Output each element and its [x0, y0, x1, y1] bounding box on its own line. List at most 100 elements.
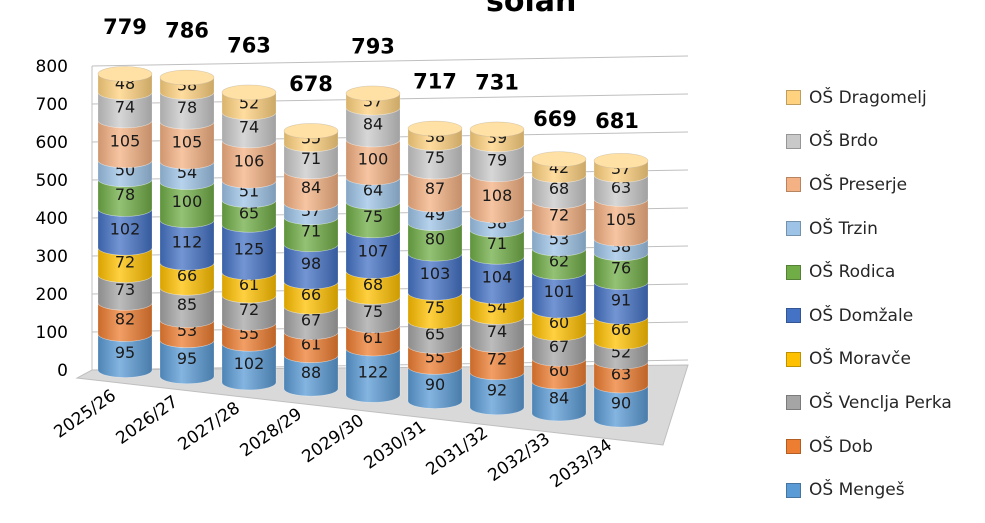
data-label: 74 — [239, 117, 259, 136]
x-tick-label: 2031/32 — [423, 423, 492, 480]
data-label: 100 — [172, 192, 203, 211]
data-label: 75 — [363, 207, 383, 226]
x-tick-label: 2028/29 — [237, 404, 306, 461]
data-label: 92 — [487, 381, 507, 400]
data-label: 105 — [172, 133, 203, 152]
x-tick-label: 2033/34 — [547, 435, 616, 492]
cylinder-top — [345, 85, 401, 102]
data-label: 73 — [115, 280, 135, 299]
data-label: 72 — [549, 206, 569, 225]
data-label: 91 — [611, 290, 631, 309]
y-tick-label: 200 — [36, 285, 68, 305]
cylinder-stack: 95538566112100541057838 — [159, 69, 215, 384]
legend-label: OŠ Rodica — [809, 262, 896, 283]
legend-item: OŠ Rodica — [786, 250, 981, 294]
legend-label: OŠ Trzin — [809, 218, 878, 239]
legend-item: OŠ Mengeš — [786, 468, 981, 512]
data-label: 68 — [549, 179, 569, 198]
y-tick-label: 400 — [36, 209, 68, 229]
legend-label: OŠ Dob — [809, 436, 873, 457]
legend-swatch — [786, 264, 801, 280]
total-label: 731 — [475, 70, 519, 94]
data-label: 66 — [301, 285, 321, 304]
data-label: 106 — [234, 151, 265, 170]
data-label: 102 — [110, 219, 141, 238]
data-label: 98 — [301, 254, 321, 273]
y-tick-label: 800 — [36, 57, 68, 77]
data-label: 104 — [482, 267, 513, 286]
data-label: 66 — [611, 320, 631, 339]
cylinder-top — [97, 66, 153, 82]
data-label: 125 — [234, 239, 265, 258]
data-label: 65 — [425, 325, 445, 344]
x-tick-label: 2029/30 — [299, 411, 368, 468]
cylinder-top — [283, 123, 339, 139]
total-label: 763 — [227, 33, 271, 57]
y-tick-label: 600 — [36, 133, 68, 153]
chart-legend: OŠ Dragomelj OŠ Brdo OŠ Preserje OŠ Trzin OŠ… — [786, 76, 981, 512]
chart-title-fragment: šolah — [486, 0, 577, 19]
data-label: 103 — [420, 264, 451, 283]
data-label: 71 — [301, 149, 321, 168]
data-label: 88 — [301, 363, 321, 382]
legend-swatch — [786, 395, 801, 411]
cylinder-stack: 905565751038049877538 — [407, 120, 463, 409]
legend-item: OŠ Domžale — [786, 294, 981, 338]
x-tick-label: 2025/26 — [51, 386, 120, 443]
data-label: 78 — [177, 98, 197, 117]
y-tick-label: 300 — [36, 247, 68, 267]
data-label: 64 — [363, 181, 383, 200]
data-label: 90 — [425, 375, 445, 394]
cylinder-top — [593, 153, 649, 169]
data-label: 107 — [358, 242, 389, 261]
data-label: 67 — [301, 310, 321, 329]
legend-item: OŠ Moravče — [786, 338, 981, 382]
data-label: 105 — [110, 131, 141, 150]
cylinder-top — [469, 121, 525, 138]
x-tick-label: 2032/33 — [485, 429, 554, 486]
data-label: 75 — [363, 302, 383, 321]
data-label: 78 — [115, 185, 135, 204]
cylinder-top — [407, 120, 463, 137]
legend-swatch — [786, 439, 801, 455]
data-label: 84 — [549, 388, 569, 407]
legend-swatch — [786, 221, 801, 237]
data-label: 95 — [115, 343, 135, 362]
legend-label: OŠ Brdo — [809, 131, 879, 152]
total-label: 779 — [103, 15, 147, 39]
legend-swatch — [786, 308, 801, 324]
legend-label: OŠ Domžale — [809, 305, 914, 326]
data-label: 95 — [177, 349, 197, 368]
data-label: 79 — [487, 150, 507, 169]
data-label: 72 — [487, 350, 507, 369]
x-tick-label: 2027/28 — [175, 398, 244, 455]
cylinder-top — [221, 84, 277, 101]
cylinder-top — [159, 69, 215, 86]
data-label: 90 — [611, 394, 631, 413]
data-label: 63 — [611, 178, 631, 197]
y-tick-label: 500 — [36, 171, 68, 191]
data-label: 108 — [482, 186, 513, 205]
gridline — [91, 55, 689, 67]
cylinder-stack: 9272745410471381087939 — [469, 121, 525, 415]
legend-item: OŠ Brdo — [786, 120, 981, 164]
data-label: 101 — [544, 282, 575, 301]
legend-swatch — [786, 133, 801, 149]
data-label: 67 — [549, 337, 569, 356]
total-label: 669 — [533, 107, 577, 131]
data-label: 122 — [358, 363, 389, 382]
data-label: 72 — [239, 300, 259, 319]
total-label: 786 — [165, 19, 209, 43]
data-label: 85 — [177, 295, 197, 314]
data-label: 72 — [115, 252, 135, 271]
data-label: 84 — [301, 178, 321, 197]
legend-label: OŠ Preserje — [809, 174, 908, 195]
legend-item: OŠ Dragomelj — [786, 76, 981, 120]
legend-item: OŠ Preserje — [786, 163, 981, 207]
total-label: 717 — [413, 70, 457, 94]
data-label: 100 — [358, 149, 389, 168]
cylinder-stack: 88616766987137847135 — [283, 123, 339, 397]
